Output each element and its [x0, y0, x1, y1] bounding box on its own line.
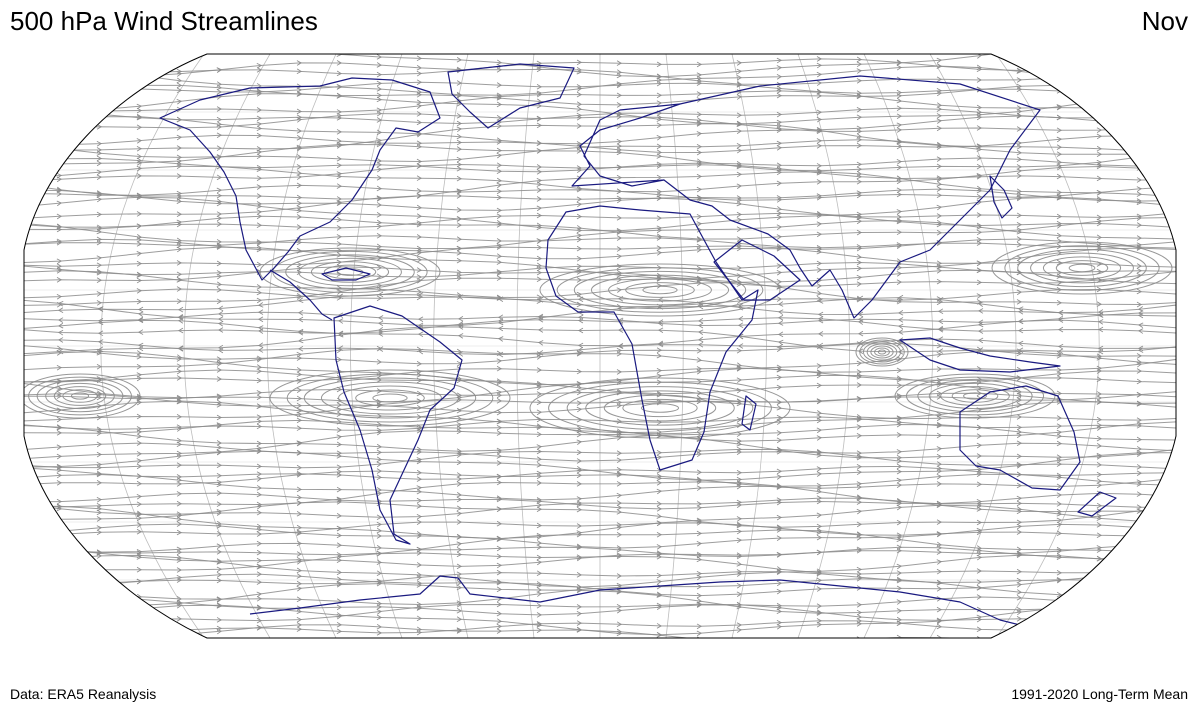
vortex-ring	[991, 241, 1173, 295]
vortex-ring	[1068, 263, 1096, 273]
vortex-ring	[963, 392, 987, 400]
africa-coastline	[545, 205, 759, 471]
asia-coastline	[663, 75, 1041, 319]
vortex-north-africa-high	[539, 263, 781, 317]
arabia-coastline	[713, 239, 801, 301]
vortex-ring	[905, 376, 1045, 416]
vortex-ring	[585, 390, 735, 426]
australia-coastline	[959, 385, 1081, 491]
vortex-ring	[859, 339, 905, 365]
japan-coastline	[989, 175, 1013, 219]
vortex-ring	[622, 398, 698, 418]
vortex-ring	[874, 347, 890, 357]
vortex-ring	[640, 403, 680, 413]
vortex-ring	[36, 379, 124, 413]
vortex-ring	[548, 381, 772, 435]
vortex-ring	[539, 263, 781, 317]
south-america-coastline	[333, 305, 463, 545]
vortex-ring	[338, 385, 442, 411]
cuba-coastline	[321, 267, 371, 281]
vortex-ring	[45, 382, 115, 410]
vortex-ring	[269, 369, 511, 427]
maritime-continent-coastline	[899, 337, 1061, 373]
vortex-ring	[355, 389, 425, 407]
vortex-ring	[928, 382, 1022, 410]
data-source-label: Data: ERA5 Reanalysis	[10, 686, 157, 702]
vortex-ring	[556, 267, 764, 313]
streamlines	[24, 54, 1176, 638]
vortex-ring	[855, 337, 909, 367]
vortex-ring	[1004, 245, 1160, 291]
vortex-ring	[529, 377, 791, 439]
greenland-coastline	[447, 63, 575, 129]
vortex-ring	[608, 278, 712, 302]
vortex-ring	[877, 349, 887, 355]
north-america-coastline	[159, 77, 441, 281]
coastlines	[159, 63, 1117, 631]
vortex-ring	[1042, 256, 1122, 280]
vortex-ring	[310, 261, 390, 283]
vortex-ring	[917, 379, 1033, 413]
vortex-south-asia-high	[991, 241, 1173, 295]
vortex-ring	[642, 285, 678, 295]
central-america-coastline	[269, 269, 333, 321]
vortex-ring	[870, 345, 894, 359]
vortex-east-pacific-south-high	[24, 373, 141, 419]
vortex-ring	[590, 274, 730, 306]
europe-coastline	[571, 103, 681, 187]
antarctica-coastline	[249, 575, 1041, 631]
vortex-ring	[323, 264, 377, 280]
vortex-ring	[372, 393, 408, 403]
vortex-ring	[24, 373, 141, 419]
vortex-south-atlantic-subtropical-high	[269, 369, 511, 427]
vortex-ring	[894, 373, 1056, 419]
vortex-ring	[285, 254, 415, 290]
vortex-ring	[298, 257, 402, 287]
vortex-australia-high	[894, 373, 1056, 419]
vortex-maritime-continent-vortex	[855, 337, 909, 367]
globe-outline	[23, 53, 1177, 639]
vortex-ring	[259, 247, 441, 297]
vortex-ring	[862, 341, 902, 363]
vortex-ring	[603, 394, 717, 422]
period-label: 1991-2020 Long-Term Mean	[1011, 686, 1188, 702]
vortex-north-atlantic-subtropical-high	[259, 247, 441, 297]
vortex-ring	[28, 376, 132, 416]
page-title: 500 hPa Wind Streamlines	[10, 6, 318, 36]
madagascar-coastline	[741, 395, 757, 431]
vortex-ring	[566, 386, 754, 430]
vortex-southern-africa-high	[529, 377, 791, 439]
month-label: Nov	[1141, 6, 1188, 36]
vortex-ring	[286, 373, 494, 423]
vortex-ring	[573, 270, 747, 310]
vortex-ring	[62, 389, 98, 403]
vortex-ring	[1017, 248, 1147, 288]
vortex-ring	[866, 343, 898, 361]
vortex-ring	[625, 282, 695, 298]
new-zealand-coastline	[1077, 491, 1117, 517]
vortex-ring	[70, 392, 90, 400]
vortex-ring	[940, 386, 1010, 406]
vortex-ring	[303, 377, 477, 419]
vortex-ring	[53, 386, 107, 406]
vortex-ring	[320, 381, 460, 415]
vortex-ring	[1055, 260, 1109, 276]
circulation-centers	[24, 241, 1173, 439]
vortex-ring	[1030, 252, 1134, 284]
